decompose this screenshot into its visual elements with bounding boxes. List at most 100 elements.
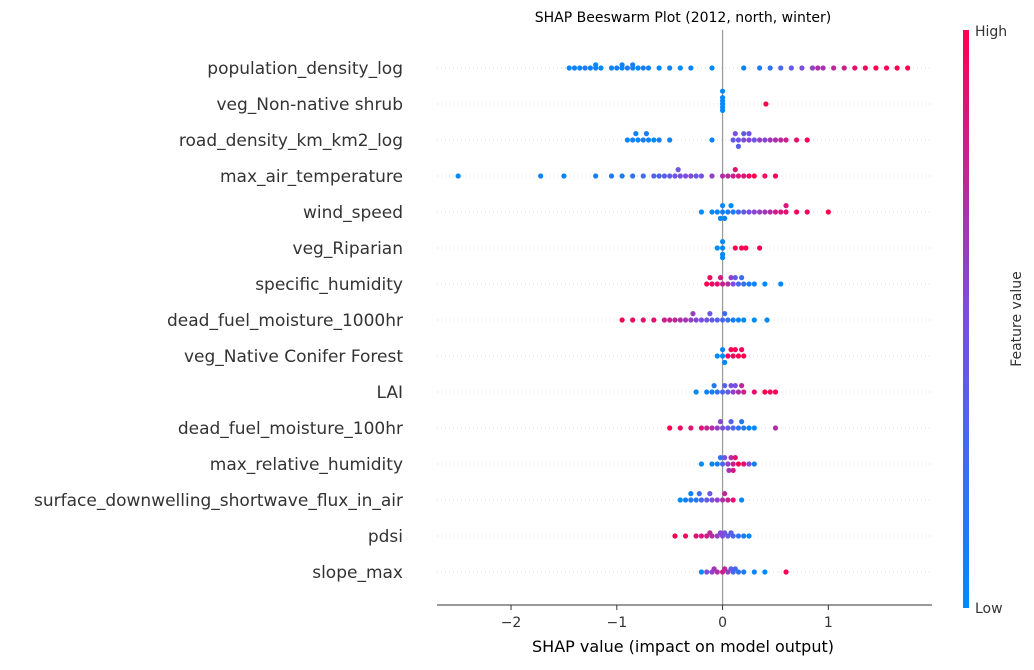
shap-point [667, 173, 673, 179]
shap-point [455, 173, 461, 179]
shap-point [735, 533, 742, 539]
feature-label: veg_Non-native shrub [216, 95, 403, 115]
shap-point [722, 491, 728, 497]
shap-point [883, 65, 890, 71]
feature-label: max_relative_humidity [210, 455, 403, 475]
shap-point [732, 455, 738, 461]
shap-point [762, 281, 768, 287]
shap-point [728, 203, 734, 209]
shap-point [675, 167, 681, 173]
shap-point [762, 209, 768, 215]
shap-point [905, 65, 911, 71]
shap-point [719, 203, 726, 209]
shap-point [707, 491, 713, 497]
shap-point [767, 137, 773, 143]
shap-point [688, 65, 694, 71]
shap-point [730, 353, 736, 359]
shap-point [651, 173, 657, 179]
shap-point [783, 209, 789, 215]
shap-point [704, 389, 710, 395]
shap-point [704, 569, 710, 575]
shap-point [707, 311, 713, 317]
x-tick-label: −2 [501, 615, 522, 631]
shap-point [717, 530, 724, 536]
shap-point [794, 209, 800, 215]
shap-point [707, 530, 713, 536]
shap-point [688, 491, 694, 497]
shap-point [711, 566, 717, 572]
shap-point [645, 65, 652, 71]
shap-point [635, 137, 641, 143]
shap-point [756, 65, 763, 71]
shap-point [862, 65, 868, 71]
shap-point [741, 461, 747, 467]
shap-point [741, 65, 747, 71]
shap-point [730, 173, 736, 179]
shap-point [751, 209, 757, 215]
shap-point [730, 137, 736, 143]
shap-point [709, 209, 715, 215]
shap-point [735, 209, 742, 215]
colorbar-low-label: Low [975, 601, 1003, 617]
shap-point [788, 65, 794, 71]
feature-label: dead_fuel_moisture_1000hr [167, 311, 403, 331]
shap-point [571, 65, 578, 71]
shap-point [719, 95, 726, 101]
shap-point [778, 281, 784, 287]
shap-point [725, 389, 731, 395]
shap-point [704, 317, 710, 323]
shap-point [719, 88, 726, 94]
shap-point [593, 173, 599, 179]
shap-point [722, 383, 728, 389]
shap-point [778, 209, 784, 215]
shap-point [719, 461, 726, 467]
shap-point [735, 389, 742, 395]
shap-point [751, 569, 757, 575]
shap-point [688, 497, 694, 503]
shap-point [772, 209, 779, 215]
shap-point [714, 245, 720, 251]
shap-point [735, 353, 742, 359]
shap-point [598, 65, 604, 71]
shap-point [561, 173, 567, 179]
shap-point [809, 65, 816, 71]
shap-point [593, 62, 599, 68]
shap-point [746, 281, 752, 287]
shap-point [730, 281, 736, 287]
shap-point [566, 65, 572, 71]
shap-point [732, 167, 738, 173]
shap-point [688, 317, 694, 323]
scatter-points [455, 62, 911, 575]
shap-point [704, 425, 710, 431]
shap-point [732, 347, 738, 353]
x-tick-label: 1 [824, 615, 833, 631]
feature-label: road_density_km_km2_log [179, 131, 403, 151]
shap-point [698, 173, 705, 179]
shap-point [682, 533, 689, 539]
shap-point [741, 209, 747, 215]
shap-point [746, 425, 752, 431]
shap-point [714, 497, 720, 503]
shap-point [756, 209, 763, 215]
colorbar-high-label: High [975, 24, 1007, 40]
shap-point [645, 137, 652, 143]
shap-point [719, 209, 726, 215]
shap-point [732, 275, 738, 281]
shap-point [730, 497, 736, 503]
shap-point [608, 173, 615, 179]
shap-point [741, 353, 747, 359]
shap-point [582, 65, 588, 71]
shap-point [714, 209, 720, 215]
shap-point [677, 497, 683, 503]
shap-point [762, 173, 768, 179]
shap-point [728, 275, 734, 281]
shap-point [741, 389, 747, 395]
shap-point [804, 137, 810, 143]
shap-point [704, 497, 710, 503]
shap-point [739, 275, 745, 281]
shap-point [709, 461, 715, 467]
shap-point [739, 245, 745, 251]
shap-point [772, 425, 779, 431]
shap-point [728, 530, 734, 536]
